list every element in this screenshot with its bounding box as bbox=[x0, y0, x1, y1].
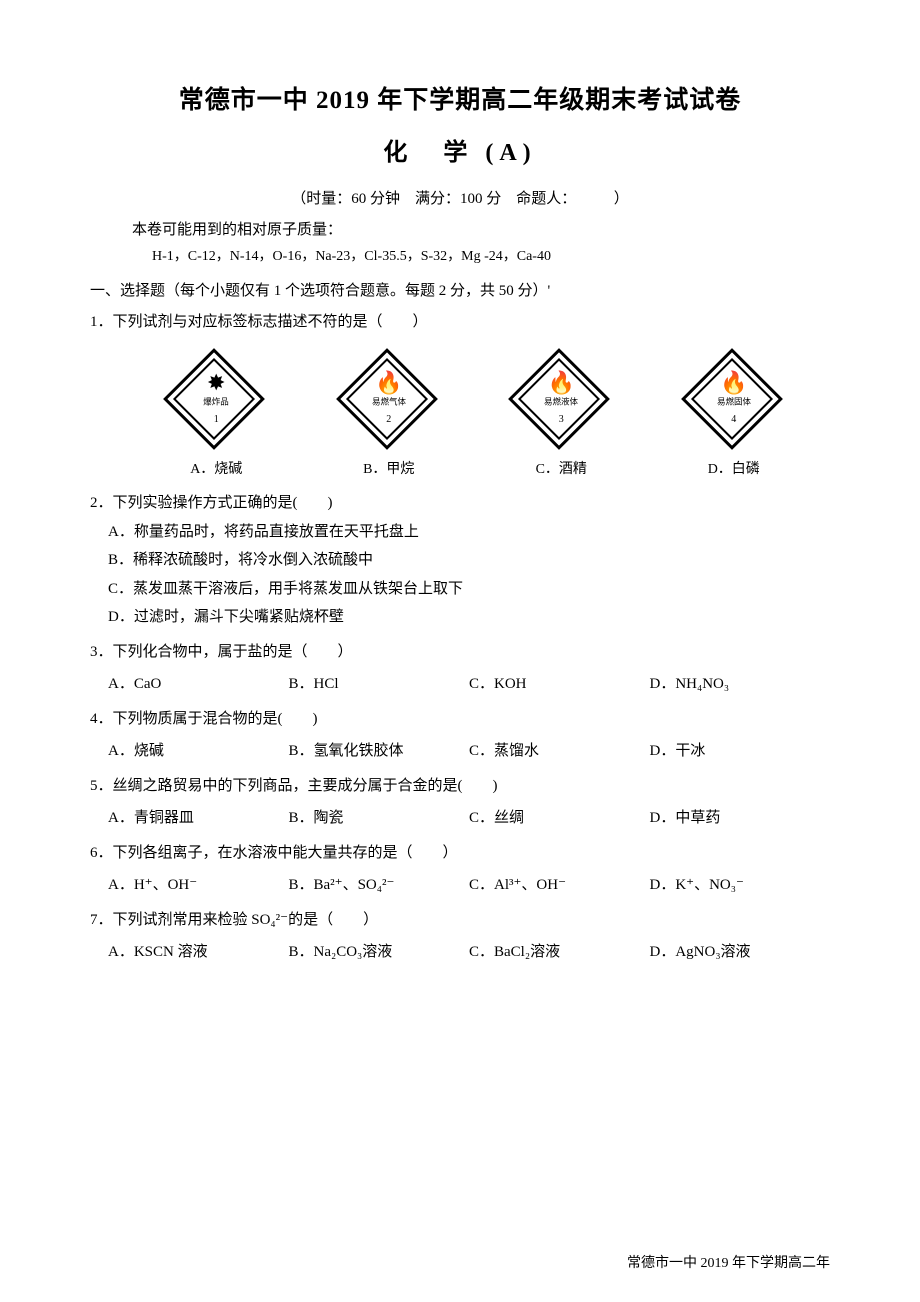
question-stem: 2．下列实验操作方式正确的是( ) bbox=[90, 489, 830, 518]
question-stem: 5．丝绸之路贸易中的下列商品，主要成分属于合金的是( ) bbox=[90, 772, 830, 801]
option-a: A．KSCN 溶液 bbox=[108, 938, 289, 967]
option-d: D．干冰 bbox=[650, 737, 831, 766]
question-1: 1．下列试剂与对应标签标志描述不符的是（ ） ✸ 爆炸品 1 A．烧碱 bbox=[90, 308, 830, 483]
option-a: A．CaO bbox=[108, 670, 289, 699]
exam-title: 常德市一中 2019 年下学期高二年级期末考试试卷 bbox=[90, 80, 830, 116]
explosion-icon: ✸ bbox=[207, 372, 225, 394]
hazard-item-d: 🔥 易燃固体 4 D．白磷 bbox=[684, 351, 784, 484]
option-row: A．H⁺、OH⁻ B．Ba²⁺、SO₄²⁻ C．Al³⁺、OH⁻ D．K⁺、NO… bbox=[90, 871, 830, 900]
flame-icon: 🔥 bbox=[548, 372, 575, 394]
option-b: B．氢氧化铁胶体 bbox=[289, 737, 470, 766]
option-d: D．AgNO₃溶液 bbox=[650, 938, 831, 967]
question-5: 5．丝绸之路贸易中的下列商品，主要成分属于合金的是( ) A．青铜器皿 B．陶瓷… bbox=[90, 772, 830, 833]
option-row: A．青铜器皿 B．陶瓷 C．丝绸 D．中草药 bbox=[90, 804, 830, 833]
option-c: C．BaCl₂溶液 bbox=[469, 938, 650, 967]
option-c: C．蒸发皿蒸干溶液后，用手将蒸发皿从铁架台上取下 bbox=[108, 575, 830, 604]
exam-subject: 化 学 (A) bbox=[90, 132, 830, 167]
option-b: B．Na₂CO₃溶液 bbox=[289, 938, 470, 967]
option-d: D．过滤时，漏斗下尖嘴紧贴烧杯壁 bbox=[108, 603, 830, 632]
hazard-number: 3 bbox=[559, 410, 564, 429]
question-7: 7．下列试剂常用来检验 SO₄²⁻的是（ ） A．KSCN 溶液 B．Na₂CO… bbox=[90, 906, 830, 967]
option-a: A．烧碱 bbox=[108, 737, 289, 766]
section-title: 一、选择题（每个小题仅有 1 个选项符合题意。每题 2 分，共 50 分）' bbox=[90, 279, 830, 300]
hazard-diamond: 🔥 易燃气体 2 bbox=[339, 351, 439, 451]
option-b: B．Ba²⁺、SO₄²⁻ bbox=[289, 871, 470, 900]
option-list: A．称量药品时，将药品直接放置在天平托盘上 B．稀释浓硫酸时，将冷水倒入浓硫酸中… bbox=[90, 518, 830, 632]
question-stem: 7．下列试剂常用来检验 SO₄²⁻的是（ ） bbox=[90, 906, 830, 935]
hazard-label: 易燃气体 bbox=[372, 394, 406, 410]
exam-meta: （时量：60 分钟 满分：100 分 命题人： ） bbox=[90, 187, 830, 208]
option-d: D．中草药 bbox=[650, 804, 831, 833]
question-3: 3．下列化合物中，属于盐的是（ ） A．CaO B．HCl C．KOH D．NH… bbox=[90, 638, 830, 699]
question-4: 4．下列物质属于混合物的是( ) A．烧碱 B．氢氧化铁胶体 C．蒸馏水 D．干… bbox=[90, 705, 830, 766]
atomic-mass-intro: 本卷可能用到的相对原子质量： bbox=[132, 218, 830, 239]
hazard-number: 2 bbox=[386, 410, 391, 429]
option-c: C．Al³⁺、OH⁻ bbox=[469, 871, 650, 900]
question-stem: 4．下列物质属于混合物的是( ) bbox=[90, 705, 830, 734]
flame-icon: 🔥 bbox=[375, 372, 402, 394]
hazard-item-b: 🔥 易燃气体 2 B．甲烷 bbox=[339, 351, 439, 484]
exam-page: 常德市一中 2019 年下学期高二年级期末考试试卷 化 学 (A) （时量：60… bbox=[0, 0, 920, 1302]
hazard-diamond: 🔥 易燃固体 4 bbox=[684, 351, 784, 451]
option-c: C．KOH bbox=[469, 670, 650, 699]
question-6: 6．下列各组离子，在水溶液中能大量共存的是（ ） A．H⁺、OH⁻ B．Ba²⁺… bbox=[90, 839, 830, 900]
hazard-number: 4 bbox=[731, 410, 736, 429]
option-a: A．H⁺、OH⁻ bbox=[108, 871, 289, 900]
option-b: B．HCl bbox=[289, 670, 470, 699]
option-label: D．白磷 bbox=[684, 457, 784, 484]
question-stem: 1．下列试剂与对应标签标志描述不符的是（ ） bbox=[90, 308, 830, 337]
flame-icon: 🔥 bbox=[720, 372, 747, 394]
hazard-label: 爆炸品 bbox=[204, 394, 230, 410]
question-stem: 3．下列化合物中，属于盐的是（ ） bbox=[90, 638, 830, 667]
hazard-label: 易燃液体 bbox=[544, 394, 578, 410]
hazard-diamond: 🔥 易燃液体 3 bbox=[511, 351, 611, 451]
hazard-item-a: ✸ 爆炸品 1 A．烧碱 bbox=[166, 351, 266, 484]
option-label: B．甲烷 bbox=[339, 457, 439, 484]
page-footer: 常德市一中 2019 年下学期高二年 bbox=[627, 1252, 830, 1272]
option-c: C．蒸馏水 bbox=[469, 737, 650, 766]
hazard-diamond: ✸ 爆炸品 1 bbox=[166, 351, 266, 451]
option-a: A．称量药品时，将药品直接放置在天平托盘上 bbox=[108, 518, 830, 547]
option-b: B．陶瓷 bbox=[289, 804, 470, 833]
option-label: C．酒精 bbox=[511, 457, 611, 484]
hazard-number: 1 bbox=[214, 410, 219, 429]
option-a: A．青铜器皿 bbox=[108, 804, 289, 833]
hazard-signs-row: ✸ 爆炸品 1 A．烧碱 🔥 易燃气体 2 B．甲烷 bbox=[130, 351, 820, 484]
question-2: 2．下列实验操作方式正确的是( ) A．称量药品时，将药品直接放置在天平托盘上 … bbox=[90, 489, 830, 632]
option-d: D．K⁺、NO₃⁻ bbox=[650, 871, 831, 900]
atomic-masses: H-1，C-12，N-14，O-16，Na-23，Cl-35.5，S-32，Mg… bbox=[152, 245, 830, 265]
option-row: A．烧碱 B．氢氧化铁胶体 C．蒸馏水 D．干冰 bbox=[90, 737, 830, 766]
option-c: C．丝绸 bbox=[469, 804, 650, 833]
option-label: A．烧碱 bbox=[166, 457, 266, 484]
question-stem: 6．下列各组离子，在水溶液中能大量共存的是（ ） bbox=[90, 839, 830, 868]
option-row: A．KSCN 溶液 B．Na₂CO₃溶液 C．BaCl₂溶液 D．AgNO₃溶液 bbox=[90, 938, 830, 967]
hazard-label: 易燃固体 bbox=[717, 394, 751, 410]
option-row: A．CaO B．HCl C．KOH D．NH₄NO₃ bbox=[90, 670, 830, 699]
hazard-item-c: 🔥 易燃液体 3 C．酒精 bbox=[511, 351, 611, 484]
option-b: B．稀释浓硫酸时，将冷水倒入浓硫酸中 bbox=[108, 546, 830, 575]
option-d: D．NH₄NO₃ bbox=[650, 670, 831, 699]
